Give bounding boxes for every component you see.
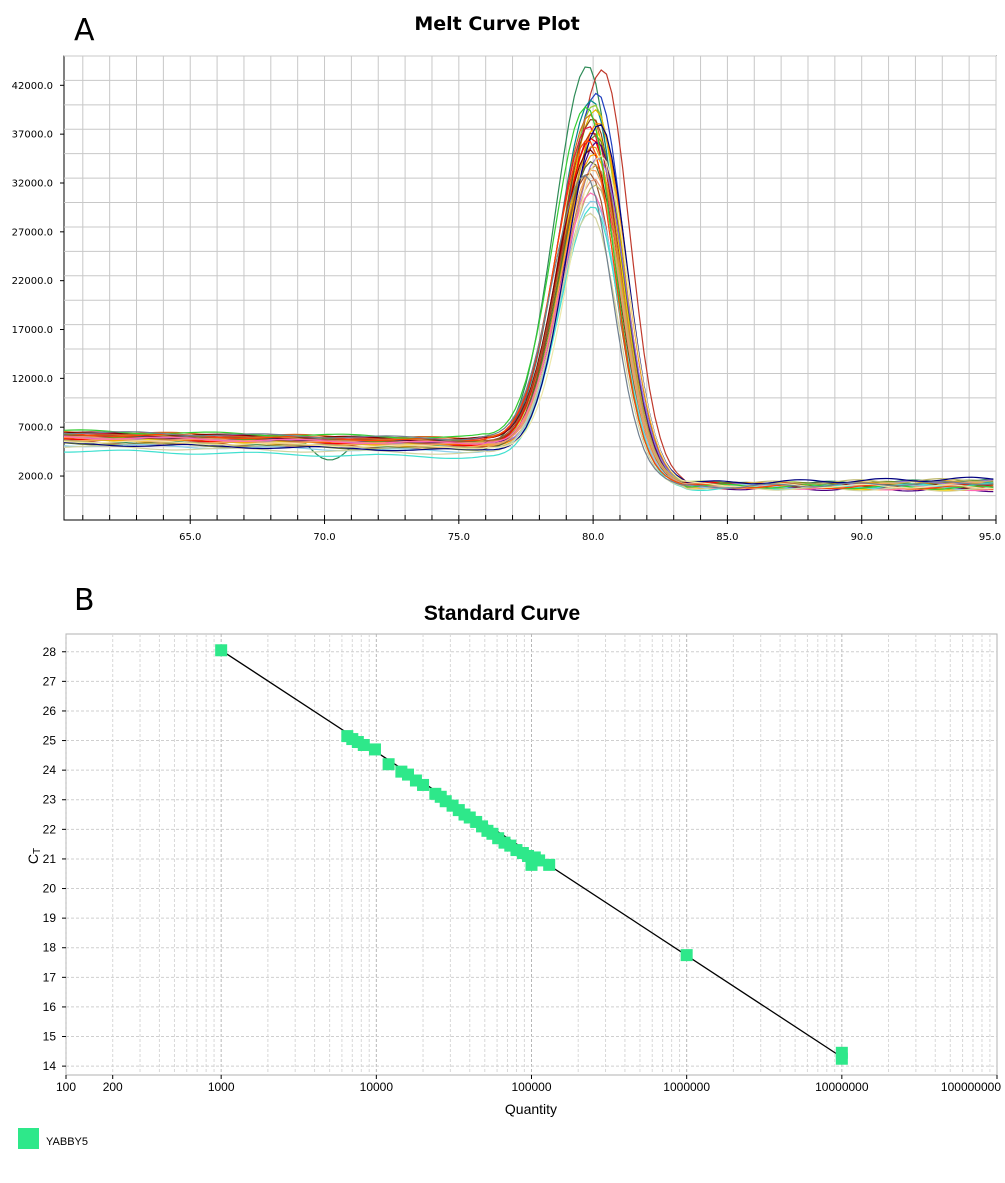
melt-x-tick-label: 90.0 [851, 532, 873, 543]
melt-y-tick-label: 22000.0 [12, 276, 53, 287]
melt-plot-area [63, 55, 997, 521]
melt-y-tick-label: 12000.0 [12, 374, 53, 385]
melt-y-axis: 2000.0 7000.0 12000.0 17000.0 22000.0 27000.0… [12, 81, 64, 483]
standard-point [215, 644, 228, 657]
standard-point [835, 1052, 848, 1065]
panel-b-letter: B [74, 583, 95, 618]
standard-x-tick-label: 1000000 [663, 1080, 710, 1094]
standard-x-tick-label: 10000 [360, 1080, 394, 1094]
standard-y-axis: 14 15 16 17 18 19 20 21 22 23 24 25 26 27 28 [43, 645, 66, 1073]
melt-y-tick-label: 32000.0 [12, 178, 53, 189]
panel-a-melt-curve: A Melt Curve Plot 2000.0 7000.0 12000.0 170… [12, 13, 1001, 543]
standard-y-axis-label: CT [25, 848, 43, 864]
legend: YABBY5 [18, 1128, 88, 1149]
standard-point [357, 738, 370, 751]
standard-y-tick-label: 17 [43, 970, 57, 984]
melt-curve-title: Melt Curve Plot [414, 13, 579, 35]
standard-y-tick-label: 21 [43, 852, 57, 866]
melt-x-tick-label: 85.0 [716, 532, 738, 543]
melt-y-tick-label: 42000.0 [12, 81, 53, 92]
melt-curves [63, 66, 994, 493]
standard-x-tick-label: 100 [56, 1080, 76, 1094]
standard-y-tick-label: 26 [43, 704, 57, 718]
standard-y-tick-label: 16 [43, 1000, 57, 1014]
melt-curve-30 [63, 124, 994, 485]
melt-y-tick-label: 27000.0 [12, 227, 53, 238]
standard-y-tick-label: 23 [43, 793, 57, 807]
melt-grid [64, 55, 997, 520]
standard-y-tick-label: 24 [43, 763, 57, 777]
melt-x-tick-label: 70.0 [313, 532, 335, 543]
melt-y-tick-label: 37000.0 [12, 130, 53, 141]
melt-curve-31 [63, 140, 994, 490]
standard-y-axis-label-sub: T [32, 848, 43, 854]
standard-y-tick-label: 15 [43, 1030, 57, 1044]
standard-point [510, 844, 523, 857]
standard-x-axis: 100 200 1000 10000 100000 1000000 10000000 1000… [56, 1075, 1001, 1094]
standard-y-tick-label: 19 [43, 911, 57, 925]
standard-x-axis-label: Quantity [505, 1101, 557, 1117]
standard-point [417, 778, 430, 791]
melt-x-tick-label: 95.0 [979, 532, 1001, 543]
standard-x-tick-label: 200 [103, 1080, 123, 1094]
standard-y-tick-label: 14 [43, 1059, 57, 1073]
melt-x-tick-label: 65.0 [179, 532, 201, 543]
standard-point [504, 839, 517, 852]
melt-y-tick-label: 2000.0 [18, 472, 53, 483]
melt-y-tick-label: 17000.0 [12, 325, 53, 336]
standard-point [368, 743, 381, 756]
legend-swatch-yabby5 [18, 1128, 39, 1149]
standard-curve-title: Standard Curve [424, 602, 580, 625]
melt-curve-33 [63, 174, 994, 489]
standard-point [533, 854, 546, 867]
standard-y-tick-label: 27 [43, 674, 57, 688]
standard-points [215, 644, 848, 1065]
standard-x-tick-label: 1000 [208, 1080, 235, 1094]
standard-x-tick-label: 10000000 [815, 1080, 869, 1094]
melt-x-tick-label: 75.0 [448, 532, 470, 543]
panel-a-letter: A [74, 13, 95, 48]
melt-curve-32 [63, 154, 994, 490]
standard-y-tick-label: 22 [43, 822, 57, 836]
standard-point [382, 758, 395, 771]
panel-b-standard-curve: B Standard Curve 14 15 16 17 18 19 20 21 22 23 24 2… [18, 583, 1001, 1149]
melt-x-axis: 65.0 70.0 75.0 80.0 85.0 90.0 95.0 [179, 520, 1001, 543]
melt-y-tick-label: 7000.0 [18, 423, 53, 434]
melt-x-tick-label: 80.0 [582, 532, 604, 543]
standard-y-tick-label: 28 [43, 645, 57, 659]
standard-point [543, 858, 556, 871]
standard-x-tick-label: 100000000 [941, 1080, 1001, 1094]
legend-label-yabby5: YABBY5 [46, 1136, 88, 1148]
standard-y-axis-label-main: C [25, 854, 41, 864]
standard-y-tick-label: 18 [43, 941, 57, 955]
standard-point [680, 949, 693, 962]
standard-y-tick-label: 20 [43, 882, 57, 896]
standard-x-tick-label: 100000 [511, 1080, 551, 1094]
standard-y-tick-label: 25 [43, 734, 57, 748]
